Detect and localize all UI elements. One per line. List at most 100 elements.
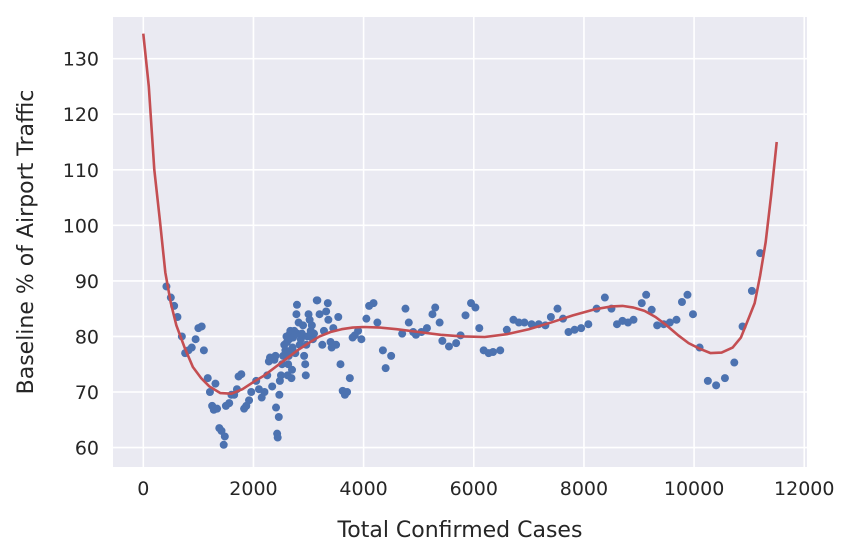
scatter-point: [287, 374, 296, 383]
scatter-point: [288, 365, 297, 374]
scatter-point: [318, 340, 327, 349]
scatter-point: [683, 290, 692, 299]
scatter-point: [336, 360, 345, 369]
scatter-point: [271, 351, 280, 360]
scatter-point: [637, 299, 646, 308]
scatter-point: [422, 324, 431, 333]
tick-labels: 0 2000 4000 6000 8000 10000 12000 60 70 80 90 100 11…: [63, 49, 835, 500]
scatter-point: [369, 299, 378, 308]
scatter-point: [444, 342, 453, 351]
scatter-point: [273, 433, 282, 442]
y-tick-label: 90: [75, 271, 99, 293]
scatter-point: [213, 404, 222, 413]
scatter-point: [438, 336, 447, 345]
series-layer: [141, 33, 779, 449]
scatter-point: [570, 325, 579, 334]
x-tick-label: 0: [137, 478, 149, 500]
scatter-point: [747, 286, 756, 295]
scatter-point: [642, 290, 651, 299]
scatter-point: [211, 379, 220, 388]
scatter-point: [653, 321, 662, 330]
scatter-point: [730, 358, 739, 367]
scatter-point: [387, 351, 396, 360]
scatter-point: [496, 346, 505, 355]
scatter-point: [284, 360, 293, 369]
scatter-point: [381, 364, 390, 373]
fit-line: [141, 33, 779, 395]
scatter-point: [677, 298, 686, 306]
scatter-point: [301, 360, 310, 369]
y-tick-label: 130: [63, 49, 99, 71]
scatter-point: [712, 381, 721, 390]
scatter-point: [461, 311, 470, 320]
scatter-point: [489, 348, 498, 356]
scatter-point: [404, 318, 413, 327]
scatter-point: [431, 303, 440, 312]
y-axis-label: Baseline % of Airport Traffic: [14, 90, 39, 395]
scatter-point: [665, 318, 674, 327]
scatter-point: [514, 318, 523, 327]
scatter-point: [272, 403, 281, 412]
scatter-point: [520, 318, 529, 327]
x-tick-label: 10000: [664, 478, 724, 500]
scatter-point: [324, 315, 333, 324]
scatter-point: [527, 320, 536, 329]
scatter-point: [260, 388, 269, 396]
scatter-point: [187, 343, 196, 352]
scatter-point: [332, 340, 341, 349]
scatter-point: [343, 388, 352, 396]
scatter-point: [310, 329, 319, 338]
scatter-point: [502, 325, 511, 334]
x-tick-label: 6000: [450, 478, 498, 500]
scatter-point: [245, 396, 254, 405]
y-tick-label: 60: [75, 438, 99, 460]
scatter-point: [219, 440, 228, 449]
scatter-point: [292, 300, 301, 309]
scatter-point: [401, 304, 410, 313]
scatter-point: [299, 321, 308, 330]
scatter-point: [629, 315, 638, 324]
scatter-point: [357, 335, 366, 344]
scatter-point: [600, 293, 609, 302]
scatter-point: [237, 370, 246, 379]
scatter-point: [688, 310, 697, 319]
scatter-point: [191, 335, 200, 344]
scatter-point: [373, 318, 382, 327]
scatter-point: [276, 371, 285, 380]
scatter-point: [203, 374, 212, 383]
x-axis-label: Total Confirmed Cases: [337, 518, 583, 543]
y-tick-label: 110: [63, 160, 99, 182]
scatter-point: [471, 303, 480, 312]
scatter-point: [274, 413, 283, 421]
grid: [113, 17, 807, 467]
scatter-point: [247, 388, 256, 396]
scatter-point: [564, 328, 573, 336]
scatter-point: [720, 374, 729, 383]
scatter-point: [475, 324, 484, 333]
scatter-point: [268, 382, 277, 391]
scatter-point: [315, 310, 324, 319]
scatter-point: [756, 249, 765, 258]
scatter-point: [647, 305, 656, 314]
scatter-point: [553, 304, 562, 313]
scatter-point: [292, 310, 301, 319]
scatter-point: [334, 313, 343, 321]
scatter-point: [300, 351, 309, 360]
scatter-point: [378, 346, 387, 355]
scatter-point: [584, 320, 593, 329]
scatter-point: [577, 324, 586, 333]
scatter-point: [197, 322, 206, 331]
scatter-point: [275, 390, 284, 399]
scatter-point: [362, 314, 371, 323]
scatter-point: [322, 307, 331, 316]
scatter-point: [435, 318, 444, 327]
scatter-point: [345, 374, 354, 383]
scatter-point: [672, 315, 681, 324]
scatter-point: [398, 329, 407, 338]
y-tick-label: 120: [63, 104, 99, 126]
y-tick-label: 80: [75, 326, 99, 348]
scatter-point: [307, 321, 316, 330]
y-tick-label: 100: [63, 215, 99, 237]
x-tick-label: 2000: [229, 478, 277, 500]
